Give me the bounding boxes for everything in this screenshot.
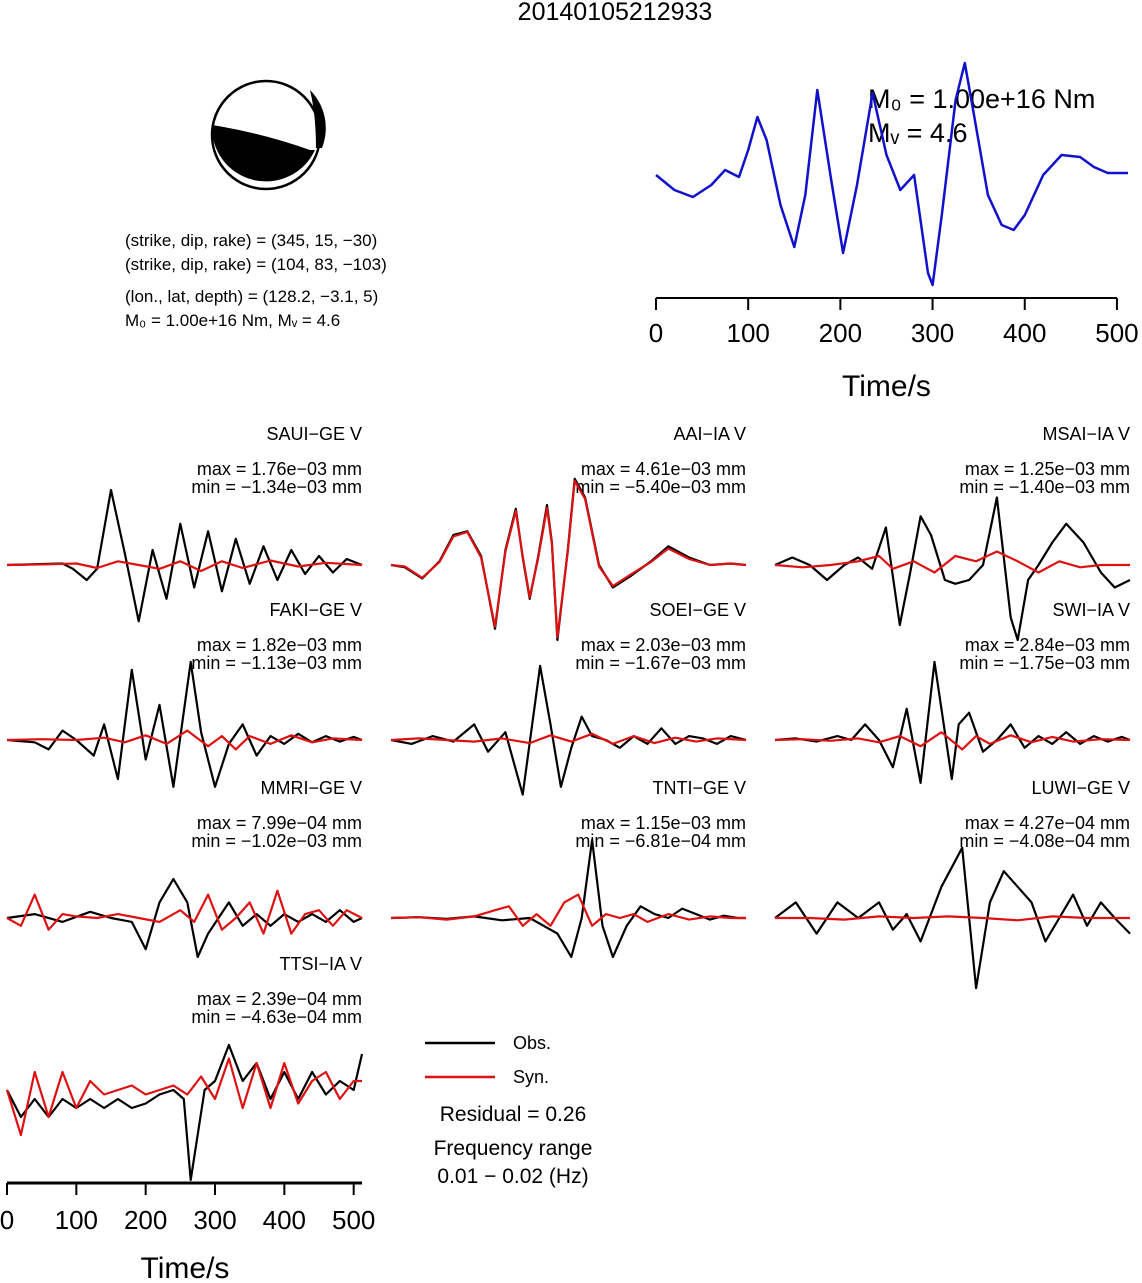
focal-line-3: (lon., lat, depth) = (128.2, −3.1, 5) (125, 287, 378, 306)
bottom-time-axis: 0 100 200 300 400 500 Time/s (0, 1181, 375, 1283)
stf-tick-label: 300 (911, 318, 954, 348)
station-name: SAUI−GE V (266, 424, 362, 444)
bottom-tick-label: 100 (55, 1205, 98, 1235)
bottom-tick-label: 500 (332, 1205, 375, 1235)
station-max: max = 2.03e−03 mm (581, 635, 746, 655)
legend-syn-label: Syn. (513, 1067, 549, 1087)
synthetic-trace (390, 732, 747, 746)
bottom-x-label: Time/s (141, 1252, 230, 1283)
observed-trace (6, 660, 363, 788)
station-name: MMRI−GE V (260, 778, 362, 798)
frequency-title: Frequency range (434, 1137, 593, 1160)
station-name: AAI−IA V (673, 424, 746, 444)
station-name: LUWI−GE V (1031, 778, 1130, 798)
bottom-tick-label: 300 (193, 1205, 236, 1235)
synthetic-trace (6, 729, 363, 751)
station-max: max = 1.25e−03 mm (965, 459, 1130, 479)
station-name: TNTI−GE V (652, 778, 746, 798)
station-max: max = 2.84e−03 mm (965, 635, 1130, 655)
station-name: MSAI−IA V (1042, 424, 1130, 444)
station-min: min = −1.13e−03 mm (191, 653, 362, 673)
station-max: max = 1.76e−03 mm (197, 459, 362, 479)
station-min: min = −4.08e−04 mm (959, 831, 1130, 851)
beachball (210, 79, 326, 191)
station-name: TTSI−IA V (279, 954, 362, 974)
synthetic-trace (390, 479, 747, 639)
station-min: min = −5.40e−03 mm (575, 477, 746, 497)
observed-trace (390, 664, 747, 796)
station-min: min = −1.40e−03 mm (959, 477, 1130, 497)
synthetic-trace (5, 1057, 362, 1137)
station-max: max = 7.99e−04 mm (197, 813, 362, 833)
synthetic-trace (6, 559, 363, 573)
stf-line (655, 61, 1128, 287)
synthetic-trace (390, 893, 746, 927)
observed-trace (774, 846, 1131, 990)
residual-label: Residual = 0.26 (440, 1103, 587, 1126)
focal-line-4: M₀ = 1.00e+16 Nm, Mᵥ = 4.6 (125, 311, 340, 330)
station-min: min = −1.02e−03 mm (191, 831, 362, 851)
stf-tick-label: 100 (726, 318, 769, 348)
station-min: min = −1.75e−03 mm (959, 653, 1130, 673)
station-max: max = 4.61e−03 mm (581, 459, 746, 479)
legend: Obs. Syn. Residual = 0.26 Frequency rang… (425, 1033, 592, 1188)
stf-tick-label: 0 (649, 318, 663, 348)
figure-title: 20140105212933 (518, 0, 713, 26)
observed-trace (390, 838, 746, 959)
bottom-tick-label: 200 (124, 1205, 167, 1235)
synthetic-trace (6, 889, 363, 935)
station-max: max = 1.82e−03 mm (197, 635, 362, 655)
station-min: min = −1.67e−03 mm (575, 653, 746, 673)
synthetic-trace (774, 550, 1130, 574)
stf-tick-label: 200 (819, 318, 862, 348)
station-name: FAKI−GE V (269, 600, 362, 620)
station-name: SWI−IA V (1052, 600, 1130, 620)
synthetic-trace (775, 915, 1130, 922)
stf-tick-label: 400 (1003, 318, 1046, 348)
focal-line-1: (strike, dip, rake) = (345, 15, −30) (125, 231, 377, 250)
station-name: SOEI−GE V (649, 600, 746, 620)
observed-trace (774, 660, 1131, 785)
station-min: min = −6.81e−04 mm (575, 831, 746, 851)
stf-tick-label: 500 (1095, 318, 1138, 348)
focal-line-2: (strike, dip, rake) = (104, 83, −103) (125, 255, 387, 274)
station-max: max = 4.27e−04 mm (965, 813, 1130, 833)
stf-m0-label: M₀ = 1.00e+16 Nm (868, 84, 1095, 114)
bottom-tick-label: 400 (263, 1205, 306, 1235)
focal-info: (strike, dip, rake) = (345, 15, −30) (st… (125, 231, 387, 330)
synthetic-trace (774, 731, 1131, 751)
stf-x-label: Time/s (842, 370, 931, 403)
legend-obs-label: Obs. (513, 1033, 551, 1053)
frequency-value: 0.01 − 0.02 (Hz) (437, 1165, 588, 1188)
station-max: max = 2.39e−04 mm (197, 989, 362, 1009)
source-time-function-panel: M₀ = 1.00e+16 Nm Mᵥ = 4.6 0 100 200 300 400 5… (649, 61, 1139, 403)
station-min: min = −4.63e−04 mm (191, 1007, 362, 1027)
station-max: max = 1.15e−03 mm (581, 813, 746, 833)
observed-trace (6, 488, 363, 623)
bottom-tick-label: 0 (0, 1205, 14, 1235)
observed-trace (6, 1043, 364, 1182)
station-min: min = −1.34e−03 mm (191, 477, 362, 497)
